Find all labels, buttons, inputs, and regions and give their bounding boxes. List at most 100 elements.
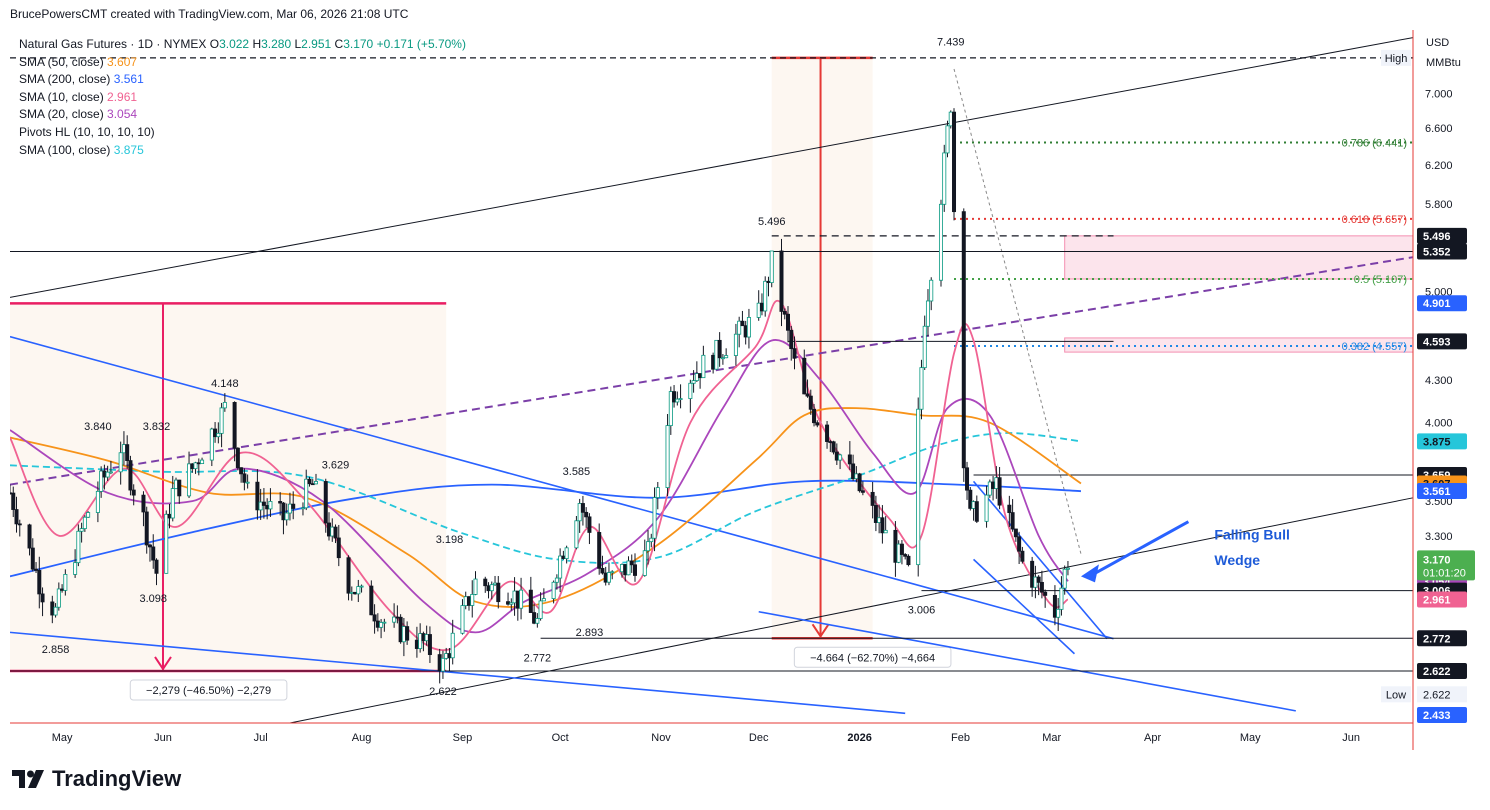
candle-body (405, 626, 410, 641)
candle-body (720, 357, 725, 360)
candle-body (34, 568, 39, 571)
candle-body (483, 578, 488, 587)
candle-body (678, 398, 683, 400)
candle-body (711, 354, 716, 370)
candle-body (831, 441, 836, 453)
indicator-value: 3.054 (107, 107, 138, 122)
y-tick-label: 3.500 (1425, 496, 1453, 508)
legend-indicator-1[interactable]: SMA (200, close) 3.561 (19, 71, 466, 89)
high-label: High (1385, 53, 1408, 65)
candle-body (141, 494, 146, 513)
legend-symbol-row: Natural Gas Futures · 1D · NYMEX O3.022 … (19, 36, 466, 54)
candle-body (56, 588, 61, 608)
candle-body (740, 320, 745, 327)
indicator-label: SMA (20, close) (19, 107, 108, 122)
candle-body (151, 546, 156, 561)
candle-body (470, 594, 475, 606)
low-label: Low (1386, 689, 1406, 701)
candle-body (245, 481, 250, 484)
low-label-box (1381, 686, 1411, 703)
legend-indicator-5[interactable]: SMA (100, close) 3.875 (19, 142, 466, 160)
legend-indicator-4[interactable]: Pivots HL (10, 10, 10, 10) (19, 124, 466, 142)
candle-body (577, 503, 582, 522)
price-zone (1064, 235, 1414, 280)
fib-label: 0.5 (5.107) (1354, 274, 1407, 286)
candle-body (574, 520, 579, 549)
candle-body (496, 582, 501, 603)
candle-body (805, 393, 810, 397)
candle-body (284, 512, 289, 521)
candle-body (717, 339, 722, 359)
candle-body (53, 606, 58, 616)
measure-arrowhead (154, 656, 172, 671)
candle-body (105, 471, 110, 478)
candle-body (610, 571, 615, 574)
candle-body (922, 325, 927, 369)
candle-body (11, 492, 16, 510)
candle-body (877, 517, 882, 523)
pivot-label: 3.585 (563, 466, 591, 478)
pivot-label: 2.893 (576, 627, 604, 639)
candle-body (232, 402, 237, 449)
candle-body (1033, 576, 1038, 588)
candle-body (633, 564, 638, 576)
candle-body (30, 547, 35, 570)
candle-body (971, 501, 976, 509)
candle-body (187, 463, 192, 497)
trendline (10, 256, 1414, 486)
candle-body (1065, 567, 1070, 570)
price-label-box (1417, 591, 1467, 608)
price-label-box (1417, 295, 1467, 312)
candle-body (1056, 608, 1061, 618)
price-label-box (1417, 483, 1467, 500)
candle-body (450, 632, 455, 659)
y-tick-label: 4.300 (1425, 375, 1453, 387)
candle-body (200, 459, 205, 465)
candle-body (281, 502, 286, 521)
candle-body (489, 584, 494, 592)
measure-box (10, 303, 447, 671)
candle-body (209, 428, 214, 461)
price-label-box (1417, 333, 1467, 350)
pivot-label: 5.496 (758, 216, 786, 228)
sma-line (10, 479, 1082, 578)
candle-body (128, 460, 133, 491)
candle-body (486, 585, 491, 592)
candle-body (108, 471, 113, 474)
indicator-value: 2.961 (107, 89, 138, 104)
tradingview-logo[interactable]: TradingView (12, 766, 181, 792)
candle-body (759, 302, 764, 312)
candle-body (359, 585, 364, 588)
price-label: 2.433 (1423, 710, 1451, 722)
candle-body (815, 422, 820, 426)
candle-body (349, 591, 354, 594)
price-label-box (1417, 662, 1467, 679)
indicator-label: SMA (50, close) (19, 54, 108, 69)
candle-body (743, 325, 748, 338)
x-tick-label: Dec (749, 732, 769, 744)
candle-body (239, 467, 244, 475)
candle-body (307, 478, 312, 485)
candle-body (851, 463, 856, 480)
candle-body (313, 481, 318, 485)
candle-body (916, 408, 921, 566)
candle-body (1036, 576, 1041, 583)
annotation-arrowhead (1080, 564, 1099, 583)
legend-indicator-0[interactable]: SMA (50, close) 3.607 (19, 54, 466, 72)
trendline (10, 631, 906, 715)
price-label-box (1417, 243, 1467, 260)
candle-body (1039, 581, 1044, 593)
legend-indicator-2[interactable]: SMA (10, close) 2.961 (19, 89, 466, 107)
legend-indicator-3[interactable]: SMA (20, close) 3.054 (19, 106, 466, 124)
candle-body (737, 320, 742, 335)
candle-body (17, 523, 22, 526)
candle-body (147, 544, 152, 548)
fib-label: 0.786 (6.441) (1342, 138, 1407, 150)
candle-body (965, 467, 970, 491)
candle-body (763, 280, 768, 312)
candle-body (606, 572, 611, 583)
candle-body (828, 441, 833, 443)
price-chart[interactable]: −2,279 (−46.50%) −2,279 −4.664 (−62.70%) … (10, 30, 1480, 750)
candle-body (854, 473, 859, 480)
candle-body (242, 473, 247, 483)
